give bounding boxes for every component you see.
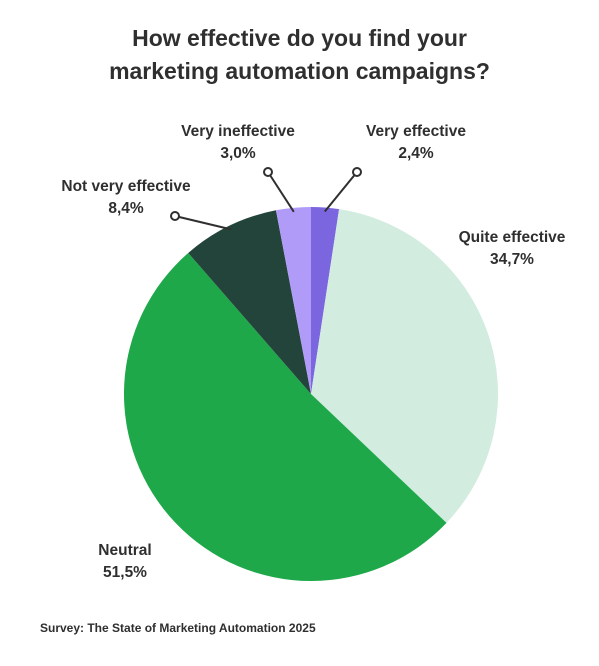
value-very-effective: 2,4% [398, 145, 434, 162]
leader-dot-very-effective [352, 167, 362, 177]
value-neutral: 51,5% [103, 564, 147, 581]
leader-line-very-ineffective [267, 171, 295, 213]
pie-slice-neutral [123, 252, 447, 582]
value-very-ineffective: 3,0% [220, 145, 256, 162]
chart-title-line-1: How effective do you find your [132, 25, 467, 51]
value-not-very-effective: 8,4% [108, 200, 144, 217]
label-quite-effective: Quite effective [459, 229, 566, 246]
chart-title-line-2: marketing automation campaigns? [109, 58, 490, 84]
value-quite-effective: 34,7% [490, 251, 534, 268]
pie-slice-very-ineffective [275, 207, 311, 394]
leader-dot-very-ineffective [263, 167, 273, 177]
pie-slice-very-effective [311, 207, 340, 394]
leader-dot-not-very-effective [170, 211, 180, 221]
label-not-very-effective: Not very effective [61, 178, 191, 195]
source-note: Survey: The State of Marketing Automatio… [40, 621, 316, 635]
chart-title: How effective do you find your marketing… [0, 22, 599, 88]
pie-slice-quite-effective [311, 209, 498, 523]
leader-line-very-effective [324, 171, 358, 213]
leader-line-not-very-effective [174, 215, 232, 231]
label-neutral: Neutral [98, 542, 151, 559]
pie-slice-not-very-effective [188, 210, 311, 394]
label-very-effective: Very effective [366, 123, 466, 140]
label-very-ineffective: Very ineffective [181, 123, 295, 140]
